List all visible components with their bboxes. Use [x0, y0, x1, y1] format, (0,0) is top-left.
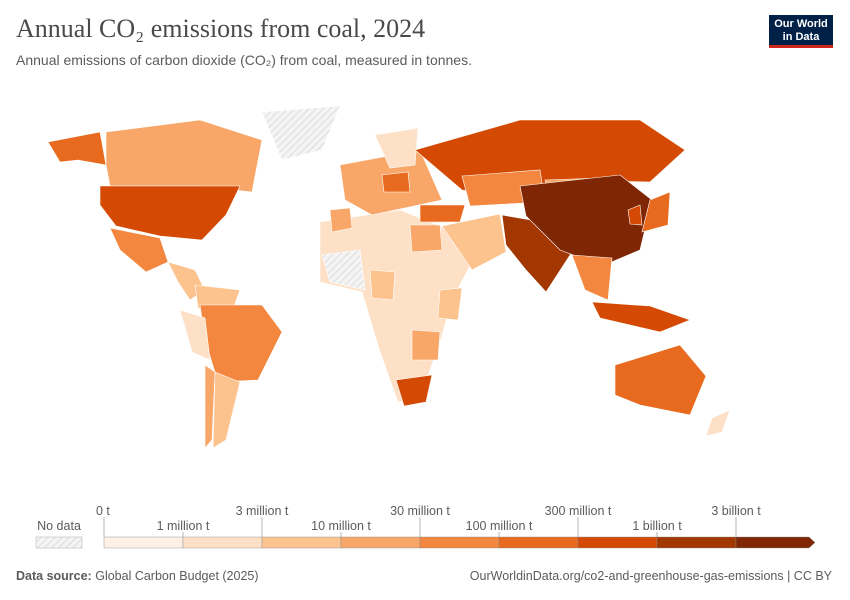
country: [105, 119, 263, 193]
country: [641, 191, 671, 233]
country: [441, 213, 507, 271]
legend-swatch: [419, 536, 500, 549]
country: [395, 374, 433, 407]
country: [179, 309, 211, 361]
legend-swatch: [340, 536, 421, 549]
legend-swatch: [498, 536, 579, 549]
legend-tick-label: 1 million t: [157, 519, 210, 533]
country: [109, 227, 169, 273]
legend-swatch: [182, 536, 263, 549]
country: [212, 371, 241, 449]
legend-tick-label: 3 million t: [236, 504, 289, 518]
source-text: Global Carbon Budget (2025): [95, 569, 259, 583]
country: [411, 329, 441, 361]
logo-line: Our World: [774, 18, 828, 30]
country: [591, 301, 691, 333]
source-label: Data source:: [16, 569, 92, 583]
country: [519, 174, 653, 267]
country: [409, 224, 443, 253]
subtitle: Annual emissions of carbon dioxide (CO₂)…: [16, 52, 472, 68]
country: [321, 249, 366, 291]
country: [261, 105, 341, 161]
country: [99, 185, 241, 241]
legend-swatch: [656, 536, 737, 549]
country: [437, 287, 463, 321]
country: [204, 364, 216, 449]
legend-tick-label: 0 t: [96, 504, 110, 518]
country: [369, 269, 396, 301]
country: [705, 409, 731, 437]
country: [571, 254, 613, 301]
legend-tick-label: 10 million t: [311, 519, 371, 533]
logo-line: in Data: [782, 31, 820, 43]
country: [627, 204, 643, 226]
country: [47, 131, 107, 166]
country: [374, 127, 419, 169]
legend-tick-label: 1 billion t: [632, 519, 682, 533]
legend-tick-label: 30 million t: [390, 504, 450, 518]
logo[interactable]: Our World in Data: [769, 15, 833, 48]
legend-swatch: [261, 536, 342, 549]
map: [47, 105, 731, 449]
country: [614, 344, 707, 416]
title: Annual CO₂ emissions from coal, 2024: [16, 14, 426, 43]
country: [419, 204, 466, 223]
legend: No data 0 t 1 million t 3 million t 10 mill…: [35, 504, 816, 549]
country: [381, 171, 411, 193]
legend-tick-label: 300 million t: [545, 504, 612, 518]
legend-tick-label: 100 million t: [466, 519, 533, 533]
url[interactable]: OurWorldinData.org/co2-and-greenhouse-ga…: [469, 569, 832, 583]
country: [329, 207, 353, 233]
legend-tick-label: 3 billion t: [711, 504, 761, 518]
legend-swatch: [735, 536, 816, 549]
no-data-swatch: [35, 536, 83, 549]
no-data-label: No data: [37, 519, 81, 533]
legend-swatch: [103, 536, 184, 549]
source: Data source: Global Carbon Budget (2025): [16, 569, 259, 583]
legend-swatch: [577, 536, 658, 549]
